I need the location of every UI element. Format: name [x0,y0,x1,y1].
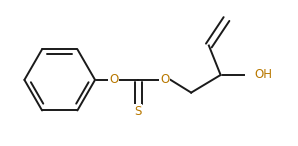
Text: OH: OH [254,68,272,81]
Text: O: O [160,73,169,86]
Text: O: O [109,73,118,86]
Text: S: S [134,105,142,118]
